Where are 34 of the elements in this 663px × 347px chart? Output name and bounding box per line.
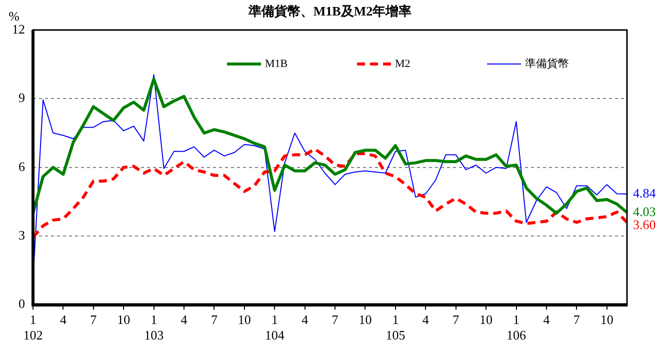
x-tick-label: 10	[358, 312, 372, 328]
x-tick-label: 10	[480, 312, 493, 328]
legend-label: 準備貨幣	[525, 56, 569, 70]
x-tick-label: 10	[117, 312, 130, 328]
data-label: 3.60	[633, 216, 656, 232]
x-tick-label: 10	[238, 312, 251, 328]
y-tick-label: 6	[18, 158, 26, 174]
x-tick-label: 4	[180, 312, 188, 328]
data-label: 4.84	[633, 185, 656, 200]
x-tick-label: 7	[90, 312, 98, 328]
x-tick-label: 7	[210, 312, 218, 328]
x-tick-label: 7	[573, 312, 580, 328]
y-tick-label: 3	[18, 228, 25, 243]
x-tick-label: 4	[543, 312, 550, 328]
y-tick-label: 9	[18, 90, 25, 106]
x-tick-label: 1 102	[23, 312, 43, 343]
chart-title: 準備貨幣、M1B及M2年增率	[247, 3, 412, 18]
data-label: 4.03	[633, 204, 656, 219]
legend-label: M1B	[265, 58, 288, 70]
x-tick-label: 7	[452, 312, 460, 328]
x-tick-label: 4	[422, 312, 430, 328]
y-axis-title: %	[8, 8, 20, 24]
x-tick-label: 4	[302, 312, 309, 328]
x-tick-label: 1 103	[144, 312, 164, 343]
legend-label: M2	[395, 58, 410, 70]
x-tick-label: 1 104	[264, 312, 285, 343]
x-tick-label: 1 105	[386, 312, 406, 343]
x-tick-label: 1 106	[506, 312, 527, 343]
x-tick-label: 10	[600, 312, 614, 328]
y-tick-label: 12	[12, 21, 25, 36]
x-tick-label: 4	[60, 312, 67, 328]
x-tick-label: 7	[332, 312, 339, 328]
y-tick-label: 0	[18, 296, 25, 312]
line-series	[32, 148, 628, 239]
